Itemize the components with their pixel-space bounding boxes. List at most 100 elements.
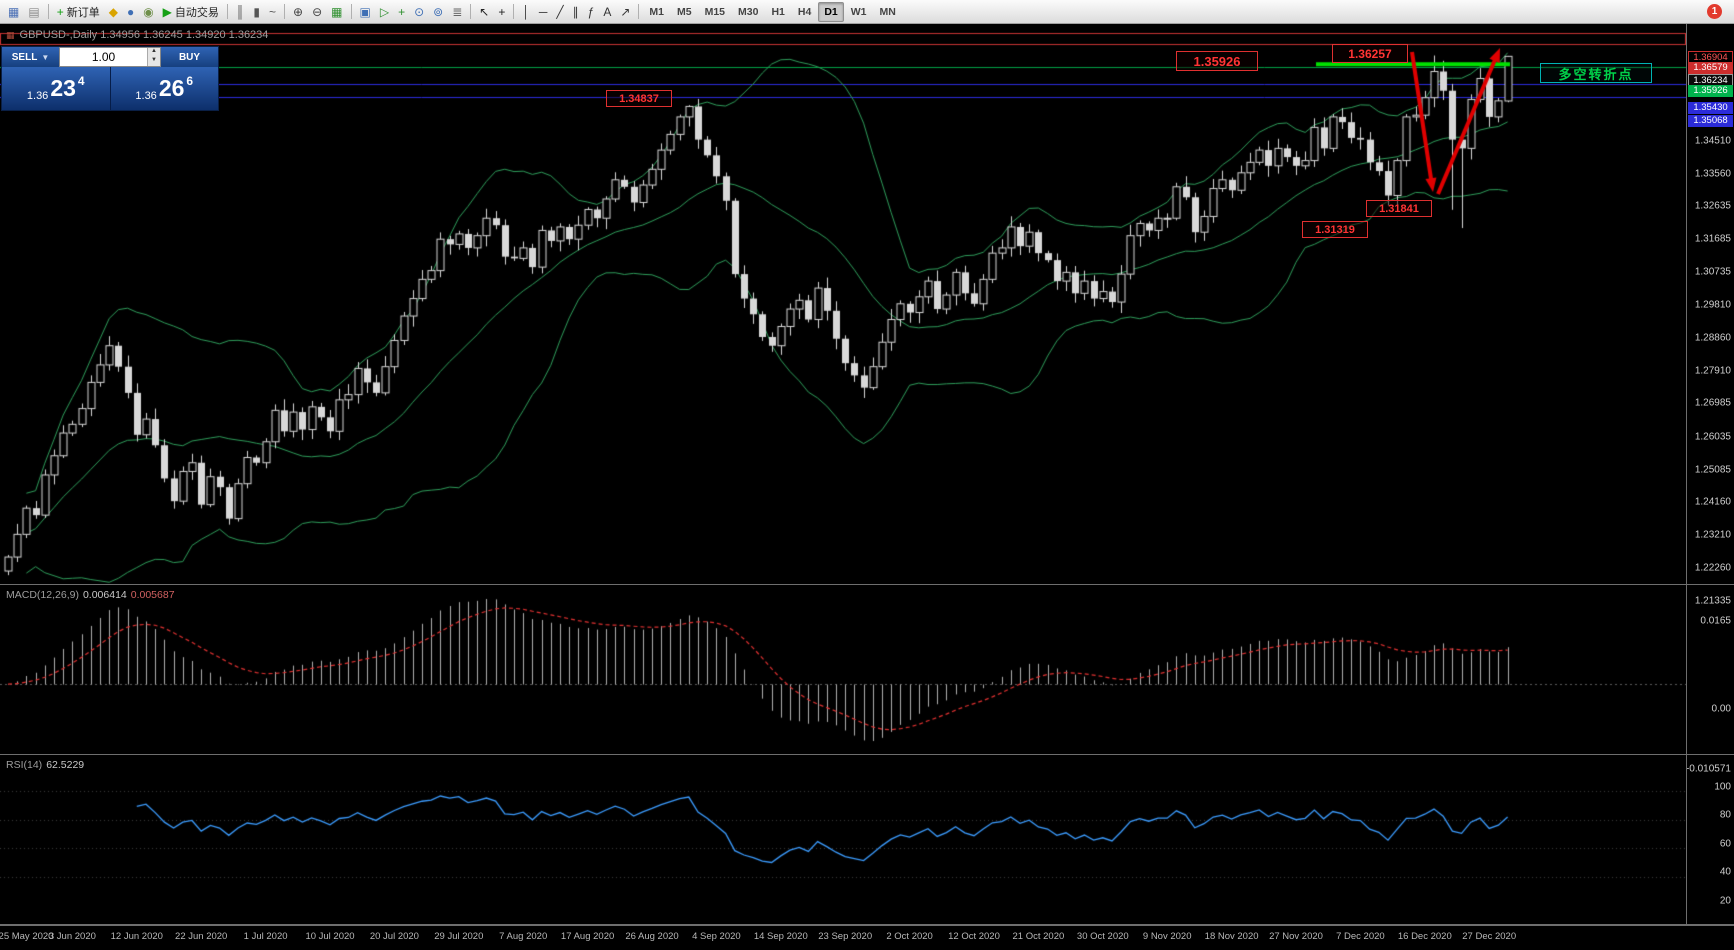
price-callout-label[interactable]: 1.36257 xyxy=(1332,44,1408,63)
marketwatch-icon[interactable]: ◆ xyxy=(105,2,122,22)
price-scale-label: 1.21335 xyxy=(1694,595,1731,607)
timeframe-w1[interactable]: W1 xyxy=(850,5,867,18)
price-scale-label: 1.34510 xyxy=(1694,135,1731,147)
time-axis-label: 16 Dec 2020 xyxy=(1397,931,1452,942)
price-callout-label[interactable]: 1.34837 xyxy=(606,90,672,107)
trendline-icon: ╱ xyxy=(556,4,564,19)
panel-divider[interactable] xyxy=(0,924,1734,925)
zoom-in-icon: ⊕ xyxy=(293,4,304,19)
line-chart-icon[interactable]: ~ xyxy=(265,2,280,22)
panel-divider[interactable] xyxy=(0,754,1734,755)
timeframe-h4[interactable]: H4 xyxy=(797,5,812,18)
zoom-out-icon[interactable]: ⊖ xyxy=(308,2,326,22)
candle-chart-icon: ▮ xyxy=(253,4,261,19)
time-axis[interactable]: 25 May 2020 3 Jun 2020 12 Jun 2020 22 Jun 2… xyxy=(0,925,1734,950)
new-chart-icon: ▦ xyxy=(8,4,20,19)
volume-down-button[interactable]: ▼ xyxy=(148,57,160,66)
macd-panel-canvas[interactable] xyxy=(0,585,1686,755)
time-axis-label: 27 Dec 2020 xyxy=(1462,931,1517,942)
autotrading-button[interactable]: ▶ 自动交易 xyxy=(159,2,223,22)
one-click-trading-panel: SELL ▼ ▲ ▼ BUY 1.36 23 4 1.36 2 xyxy=(1,46,219,111)
data-window-icon[interactable]: ● xyxy=(123,2,138,22)
navigator-icon[interactable]: ◉ xyxy=(139,2,157,22)
rsi-scale-label: 60 xyxy=(1719,838,1731,850)
chart-shift-icon[interactable]: ▷ xyxy=(376,2,393,22)
timeframe-d1[interactable]: D1 xyxy=(818,1,844,22)
text-icon: A xyxy=(603,4,612,19)
trendline-icon[interactable]: ╱ xyxy=(552,2,567,22)
indicator-list-icon[interactable]: ≣ xyxy=(448,2,466,22)
price-chart-canvas[interactable] xyxy=(0,24,1686,585)
price-scale-label: 1.24160 xyxy=(1694,496,1731,508)
volume-input[interactable] xyxy=(60,48,147,66)
time-axis-label: 12 Jun 2020 xyxy=(110,931,163,942)
cursor-icon[interactable]: ↖ xyxy=(475,2,493,22)
profiles-icon[interactable]: ▤ xyxy=(24,2,43,22)
chart-shift-icon: ▷ xyxy=(379,4,390,19)
timeframe-m1[interactable]: M1 xyxy=(649,5,664,18)
candle-chart-icon[interactable]: ▮ xyxy=(249,2,264,22)
price-scale-label: 1.30735 xyxy=(1694,266,1731,278)
clock-icon: ⊙ xyxy=(414,4,425,19)
time-axis-label: 20 Jul 2020 xyxy=(369,931,419,942)
timeframe-mn[interactable]: MN xyxy=(879,5,896,18)
price-scale-label: 1.27910 xyxy=(1694,365,1731,377)
add-chart-icon[interactable]: + xyxy=(394,2,409,22)
cursor-icon: ↖ xyxy=(479,4,490,19)
sell-price-big: 23 xyxy=(50,75,76,101)
timeframe-m30[interactable]: M30 xyxy=(738,5,759,18)
price-scale-label: 1.35430 xyxy=(1688,102,1733,115)
price-scale-label: 1.29810 xyxy=(1694,299,1731,311)
time-axis-label: 17 Aug 2020 xyxy=(560,931,615,942)
new-order-button-label: 新订单 xyxy=(66,6,100,19)
new-chart-icon[interactable]: ▦ xyxy=(4,2,23,22)
price-scale-label: 1.22260 xyxy=(1694,562,1731,574)
crosshair-icon[interactable]: + xyxy=(494,2,509,22)
rsi-scale-label: 80 xyxy=(1719,809,1731,821)
toolbar-divider xyxy=(513,4,515,19)
notification-badge[interactable]: 1 xyxy=(1707,4,1722,19)
sell-button[interactable]: 1.36 23 4 xyxy=(2,67,111,110)
price-scale[interactable]: 0.0165 0.00 -0.010571 1.36904 1.36579 1.36… xyxy=(1686,24,1734,925)
tile-windows-icon[interactable]: ▦ xyxy=(327,2,346,22)
clock-icon[interactable]: ⊙ xyxy=(410,2,428,22)
text-icon[interactable]: A xyxy=(599,2,615,22)
arrows-icon: ↗ xyxy=(620,4,631,19)
new-order-button[interactable]: + 新订单 xyxy=(53,2,104,22)
timeframe-m5[interactable]: M5 xyxy=(676,5,692,18)
bull-bear-turning-point-label[interactable]: 多空转折点 xyxy=(1540,63,1652,83)
arrows-icon[interactable]: ↗ xyxy=(616,2,634,22)
sell-tab[interactable]: SELL ▼ xyxy=(2,47,59,67)
time-axis-label: 14 Sep 2020 xyxy=(753,931,808,942)
panel-divider[interactable] xyxy=(0,584,1734,585)
price-callout-label[interactable]: 1.31319 xyxy=(1302,221,1368,238)
buy-tab[interactable]: BUY xyxy=(161,47,218,67)
zoom-in-icon[interactable]: ⊕ xyxy=(289,2,307,22)
price-callout-label[interactable]: 1.31841 xyxy=(1366,200,1432,217)
rsi-scale-label: 40 xyxy=(1719,866,1731,878)
auto-arrange-icon[interactable]: ▣ xyxy=(356,2,375,22)
channel-icon[interactable]: ∥ xyxy=(569,2,583,22)
bar-chart-icon[interactable]: ║ xyxy=(232,2,249,22)
time-axis-label: 2 Oct 2020 xyxy=(886,931,933,942)
timeframe-m15[interactable]: M15 xyxy=(704,5,726,18)
time-axis-label: 1 Jul 2020 xyxy=(243,931,288,942)
autotrading-button: ▶ xyxy=(162,4,172,19)
timeframe-h1[interactable]: H1 xyxy=(771,5,785,18)
alerts-icon[interactable]: ⊚ xyxy=(429,2,447,22)
price-callout-label[interactable]: 1.35926 xyxy=(1176,51,1258,71)
toolbar-divider xyxy=(284,4,286,19)
vertical-line-icon[interactable]: │ xyxy=(518,2,534,22)
horizontal-line-icon[interactable]: ─ xyxy=(535,2,552,22)
volume-up-button[interactable]: ▲ xyxy=(148,48,160,57)
macd-label: MACD(12,26,9) 0.006414 0.005687 xyxy=(6,589,175,601)
buy-button[interactable]: 1.36 26 6 xyxy=(110,67,218,110)
sell-price-small: 1.36 xyxy=(26,90,49,102)
rsi-panel-canvas[interactable] xyxy=(0,755,1686,925)
time-axis-label: 10 Jul 2020 xyxy=(305,931,355,942)
macd-value-main: 0.006414 xyxy=(82,589,127,601)
fibonacci-icon[interactable]: ƒ xyxy=(584,2,599,22)
bar-chart-icon: ║ xyxy=(235,4,245,19)
time-axis-label: 26 Aug 2020 xyxy=(625,931,679,942)
price-scale-label: 1.23210 xyxy=(1694,529,1731,541)
